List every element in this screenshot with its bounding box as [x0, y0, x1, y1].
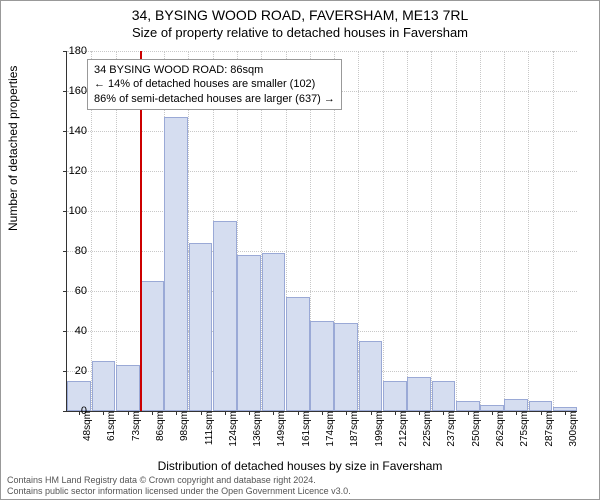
xtick-mark	[395, 411, 396, 415]
xtick-label: 300sqm	[568, 411, 579, 447]
gridline-v	[480, 51, 481, 411]
xtick-label: 287sqm	[544, 411, 555, 447]
xtick-mark	[541, 411, 542, 415]
gridline-v	[553, 51, 554, 411]
gridline-v	[383, 51, 384, 411]
xtick-mark	[201, 411, 202, 415]
xtick-label: 111sqm	[204, 411, 215, 445]
x-axis-label: Distribution of detached houses by size …	[1, 459, 599, 473]
xtick-mark	[346, 411, 347, 415]
histogram-bar	[504, 399, 528, 411]
ytick-label: 0	[57, 405, 87, 417]
ytick-label: 120	[57, 165, 87, 177]
xtick-label: 212sqm	[398, 411, 409, 447]
histogram-bar	[189, 243, 213, 411]
gridline-h	[67, 251, 577, 252]
xtick-label: 73sqm	[131, 411, 142, 441]
footnote: Contains HM Land Registry data © Crown c…	[7, 475, 351, 497]
xtick-label: 237sqm	[446, 411, 457, 447]
xtick-mark	[322, 411, 323, 415]
gridline-v	[456, 51, 457, 411]
xtick-label: 98sqm	[179, 411, 190, 441]
gridline-v	[407, 51, 408, 411]
ytick-label: 100	[57, 205, 87, 217]
footnote-line2: Contains public sector information licen…	[7, 486, 351, 497]
annotation-line1: 34 BYSING WOOD ROAD: 86sqm	[94, 63, 335, 77]
xtick-mark	[419, 411, 420, 415]
chart-area: 48sqm61sqm73sqm86sqm98sqm111sqm124sqm136…	[66, 51, 576, 411]
xtick-label: 262sqm	[495, 411, 506, 447]
annotation-line3: 86% of semi-detached houses are larger (…	[94, 92, 335, 106]
histogram-bar	[213, 221, 237, 411]
ytick-label: 20	[57, 365, 87, 377]
ytick-label: 80	[57, 245, 87, 257]
gridline-v	[528, 51, 529, 411]
histogram-bar	[334, 323, 358, 411]
histogram-bar	[286, 297, 310, 411]
ytick-label: 60	[57, 285, 87, 297]
xtick-label: 149sqm	[276, 411, 287, 447]
ytick-label: 180	[57, 45, 87, 57]
xtick-mark	[103, 411, 104, 415]
chart-container: 34, BYSING WOOD ROAD, FAVERSHAM, ME13 7R…	[0, 0, 600, 500]
xtick-mark	[492, 411, 493, 415]
xtick-label: 199sqm	[374, 411, 385, 447]
histogram-bar	[456, 401, 480, 411]
xtick-mark	[468, 411, 469, 415]
annotation-line2: ← 14% of detached houses are smaller (10…	[94, 77, 335, 91]
xtick-label: 124sqm	[228, 411, 239, 447]
chart-title-address: 34, BYSING WOOD ROAD, FAVERSHAM, ME13 7R…	[1, 7, 599, 23]
ytick-label: 140	[57, 125, 87, 137]
xtick-label: 174sqm	[325, 411, 336, 447]
xtick-label: 250sqm	[471, 411, 482, 447]
xtick-label: 61sqm	[106, 411, 117, 441]
xtick-mark	[249, 411, 250, 415]
histogram-bar	[164, 117, 188, 411]
xtick-mark	[443, 411, 444, 415]
xtick-mark	[371, 411, 372, 415]
xtick-label: 136sqm	[252, 411, 263, 447]
xtick-mark	[225, 411, 226, 415]
histogram-bar	[237, 255, 261, 411]
histogram-bar	[140, 281, 164, 411]
gridline-h	[67, 131, 577, 132]
histogram-bar	[116, 365, 140, 411]
chart-subtitle: Size of property relative to detached ho…	[1, 25, 599, 40]
xtick-mark	[128, 411, 129, 415]
xtick-mark	[516, 411, 517, 415]
ytick-label: 40	[57, 325, 87, 337]
histogram-bar	[432, 381, 456, 411]
gridline-v	[431, 51, 432, 411]
gridline-h	[67, 51, 577, 52]
gridline-h	[67, 211, 577, 212]
xtick-mark	[176, 411, 177, 415]
plot-region: 48sqm61sqm73sqm86sqm98sqm111sqm124sqm136…	[66, 51, 577, 412]
ytick-label: 160	[57, 85, 87, 97]
y-axis-label: Number of detached properties	[6, 66, 20, 231]
histogram-bar	[262, 253, 286, 411]
histogram-bar	[310, 321, 334, 411]
xtick-mark	[298, 411, 299, 415]
histogram-bar	[92, 361, 116, 411]
xtick-mark	[152, 411, 153, 415]
xtick-label: 275sqm	[519, 411, 530, 447]
xtick-label: 86sqm	[155, 411, 166, 441]
xtick-label: 161sqm	[301, 411, 312, 447]
xtick-label: 187sqm	[349, 411, 360, 447]
histogram-bar	[383, 381, 407, 411]
gridline-h	[67, 171, 577, 172]
histogram-bar	[407, 377, 431, 411]
histogram-bar	[529, 401, 553, 411]
annotation-box: 34 BYSING WOOD ROAD: 86sqm← 14% of detac…	[87, 59, 342, 110]
gridline-v	[504, 51, 505, 411]
xtick-mark	[565, 411, 566, 415]
xtick-label: 225sqm	[422, 411, 433, 447]
xtick-mark	[273, 411, 274, 415]
footnote-line1: Contains HM Land Registry data © Crown c…	[7, 475, 351, 486]
histogram-bar	[359, 341, 383, 411]
